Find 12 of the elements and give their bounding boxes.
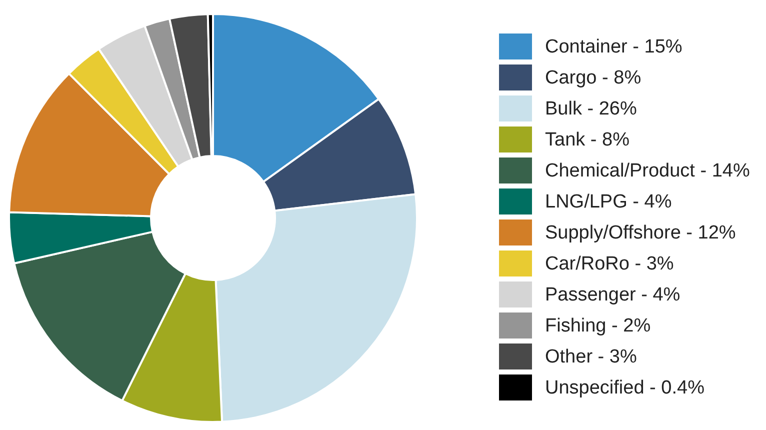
legend-label: Container - 15% [545,36,682,58]
legend-label: Chemical/Product - 14% [545,160,750,182]
legend-label: Unspecified - 0.4% [545,378,705,398]
legend-label: Tank - 8% [545,130,630,150]
legend-label: Supply/Offshore - 12% [545,222,736,244]
legend-label: Bulk - 26% [545,98,637,120]
legend-label: Other - 3% [545,346,637,368]
legend-label: Fishing - 2% [545,316,651,336]
legend-label: Cargo - 8% [545,68,642,88]
legend-label: Car/RoRo - 3% [545,254,674,274]
legend-label: LNG/LPG - 4% [545,192,672,212]
legend-label: Passenger - 4% [545,284,680,306]
